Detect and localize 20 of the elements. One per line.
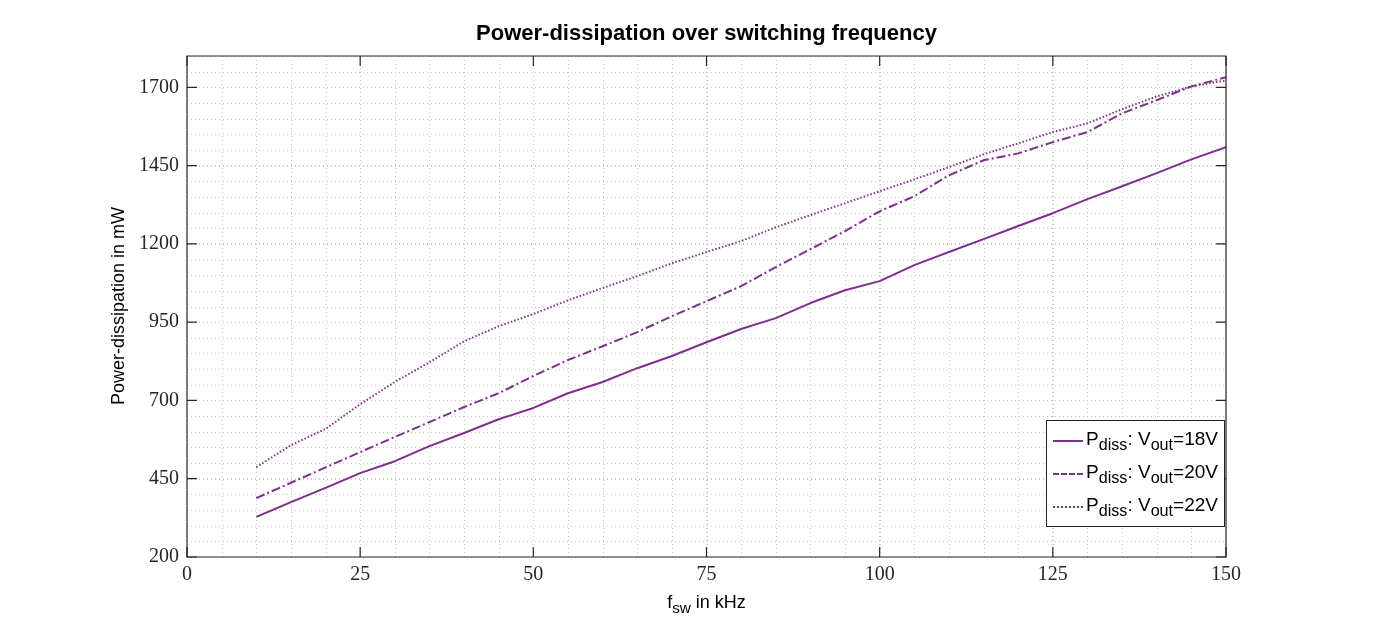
- y-tick-label: 200: [149, 544, 179, 567]
- x-tick-label: 25: [350, 562, 371, 585]
- y-tick-label: 950: [149, 309, 179, 332]
- x-tick-label: 75: [696, 562, 717, 585]
- x-tick-label: 0: [182, 562, 192, 585]
- x-axis-title: f$_{sw}$ in kHz: [666, 592, 747, 617]
- legend-label: P$_{diss}$: V$_{out}$=18V: [1086, 427, 1218, 454]
- y-tick-label: 1200: [139, 231, 179, 254]
- legend-label: P$_{diss}$: V$_{out}$=22V: [1086, 493, 1218, 520]
- y-tick-label: 700: [149, 387, 179, 410]
- y-tick-label: 450: [149, 465, 179, 488]
- y-tick-label: 1450: [139, 152, 179, 175]
- x-tick-label: 150: [1211, 562, 1241, 585]
- chart-title: Power-dissipation over switching frequency: [475, 20, 938, 46]
- y-axis-title: Power-dissipation in mW: [107, 206, 129, 406]
- x-tick-label: 100: [864, 562, 895, 585]
- x-tick-label: 125: [1037, 562, 1068, 585]
- legend-label: P$_{diss}$: V$_{out}$=20V: [1086, 460, 1218, 487]
- x-tick-label: 50: [523, 562, 544, 585]
- y-tick-label: 1700: [139, 74, 179, 97]
